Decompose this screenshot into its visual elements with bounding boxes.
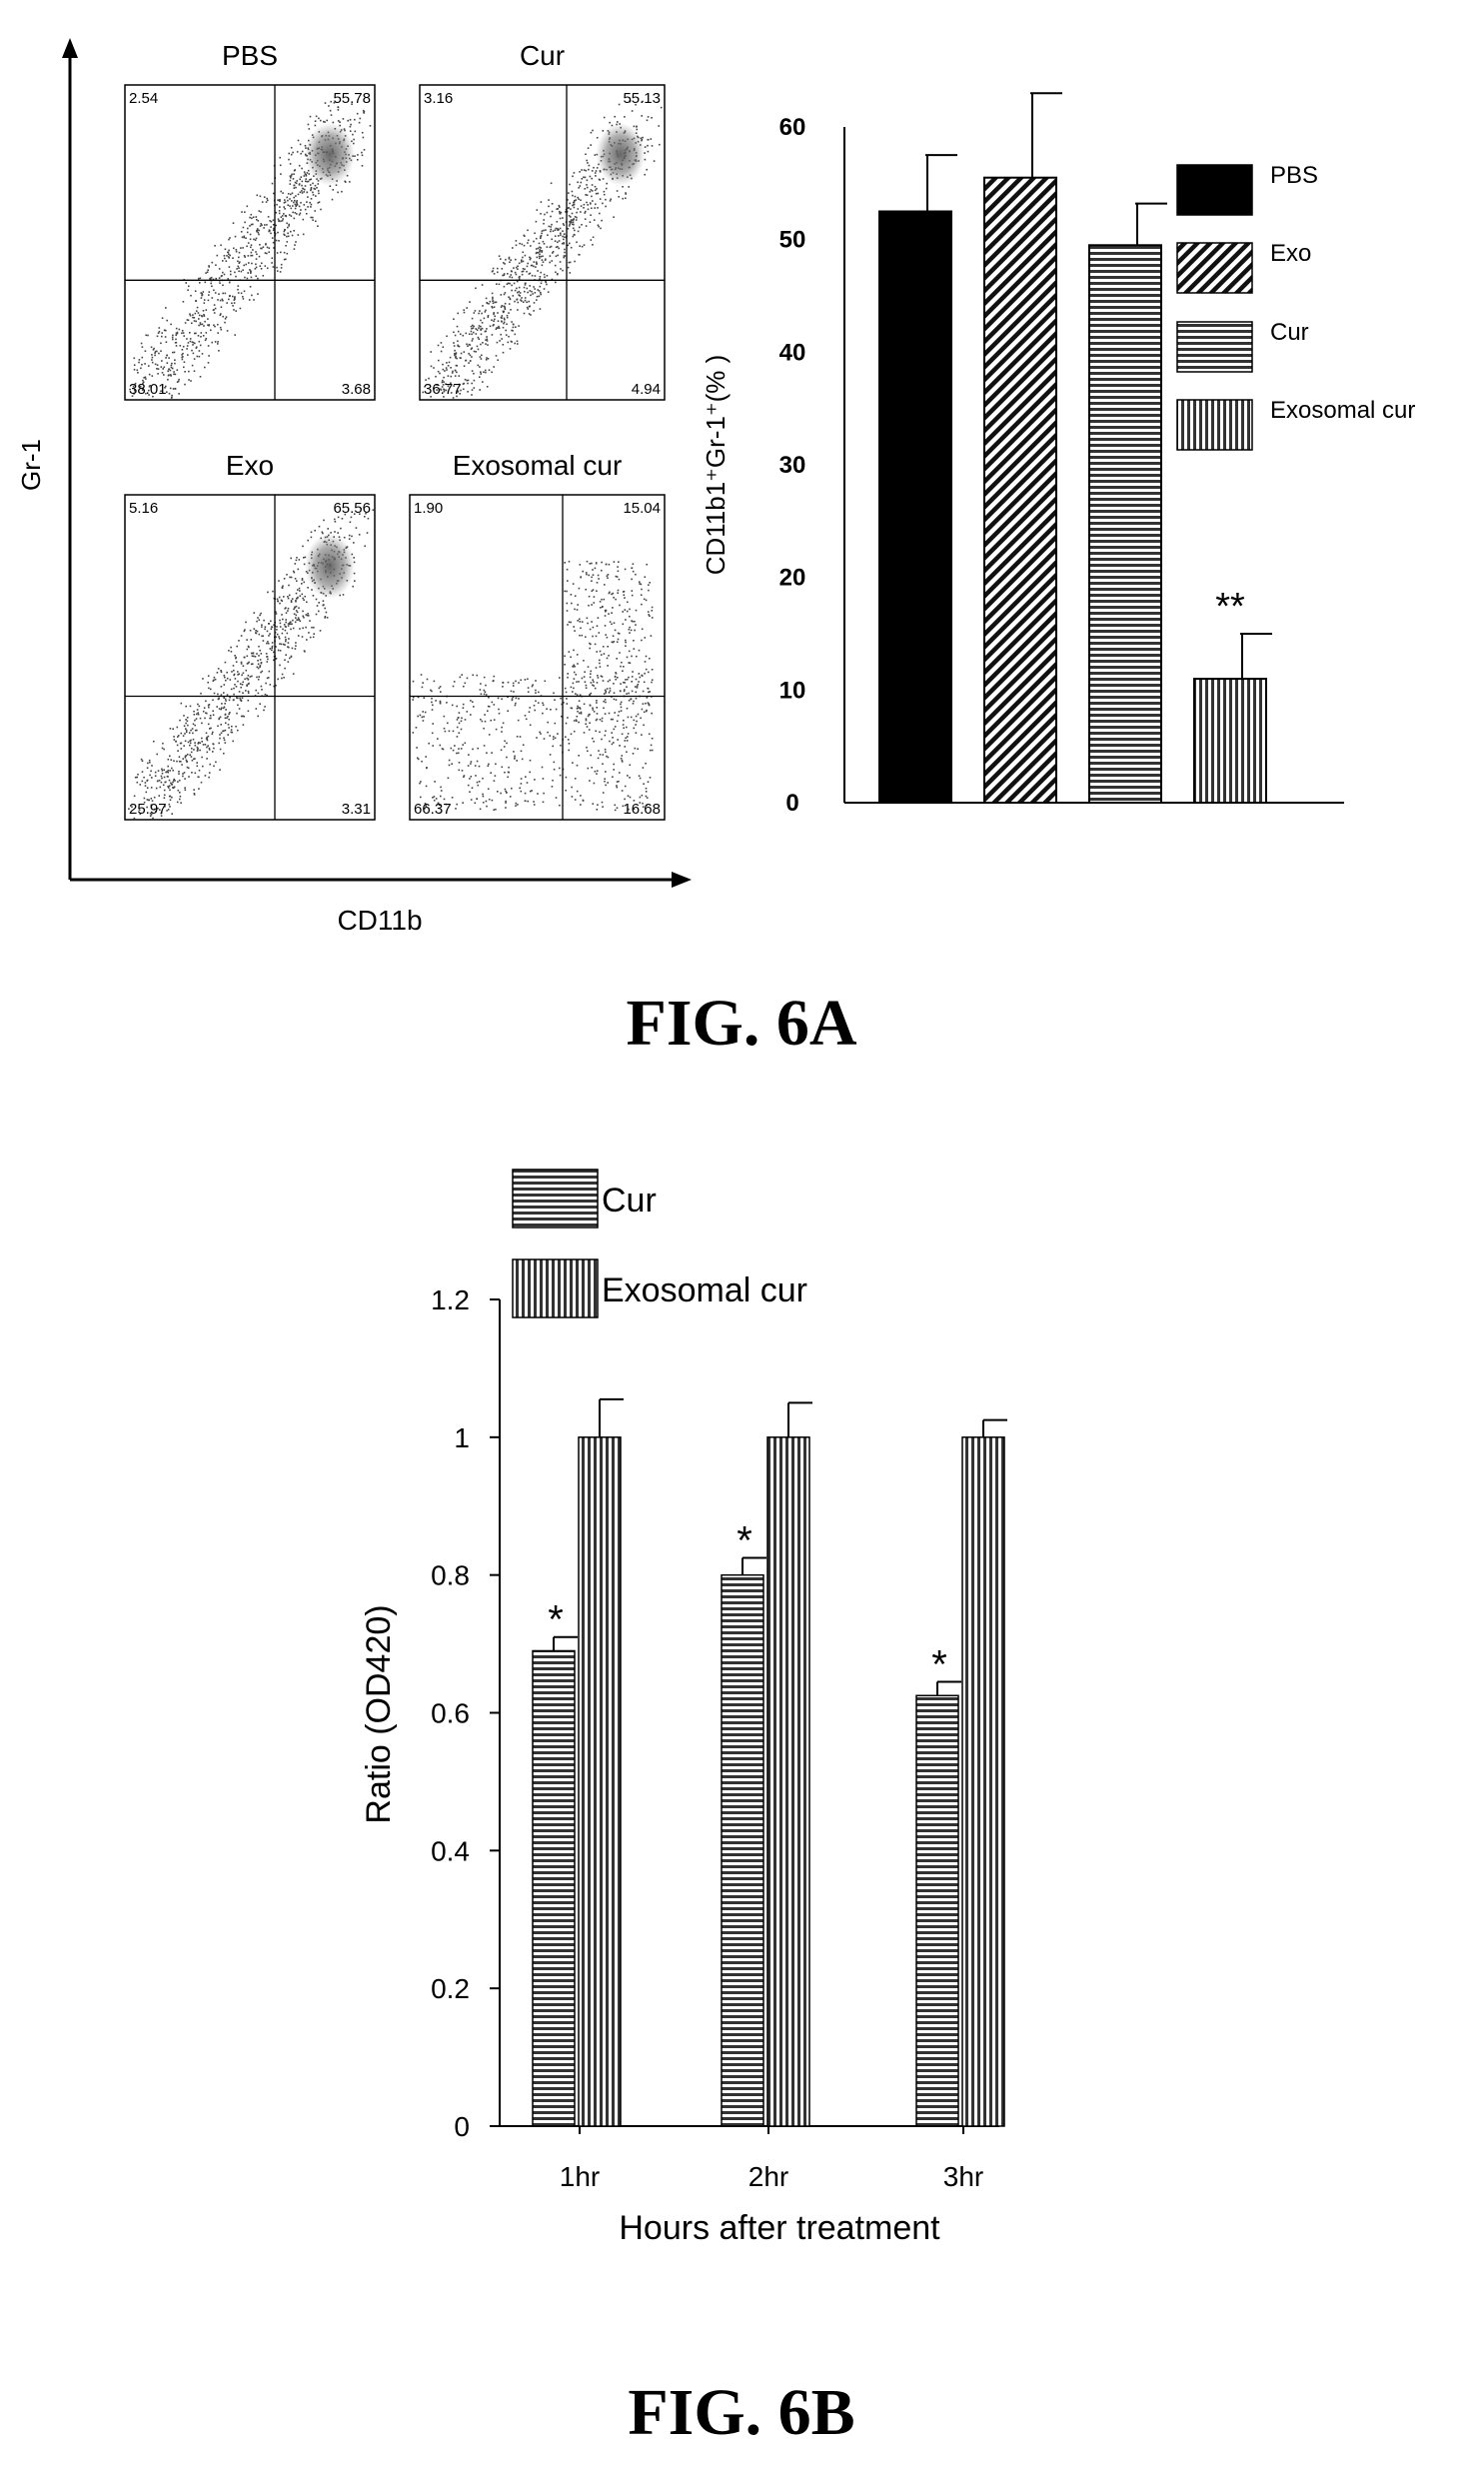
figure-caption-6b: FIG. 6B (628, 2376, 854, 2449)
chart-b-y-tick-label: 1 (454, 1422, 470, 1453)
chart-a-legend-label-pbs: PBS (1270, 162, 1318, 189)
flow-quadrant-lower-left-value: 66.37 (414, 801, 452, 818)
bar-chart-od420-ratio: 0 0.2 0.4 0.6 0.8 1 1.2 Ratio (OD420) Hours afte… (360, 1169, 1007, 2247)
chart-a-y-tick-label: 30 (779, 452, 806, 479)
chart-a-legend-swatch-pbs (1176, 164, 1253, 216)
chart-a-legend-swatch-exo (1176, 242, 1253, 294)
flow-plot-exo: Exo 5.16 65.56 25.97 3.31 (124, 450, 376, 821)
chart-a-y-tick-label: 50 (779, 227, 806, 254)
chart-b-significance-cur: * (548, 1598, 564, 1642)
flow-quadrant-upper-left-value: 3.16 (424, 90, 453, 107)
chart-a-legend-swatch-cur (1176, 321, 1253, 373)
chart-a-legend-swatch-exosomal-cur (1176, 399, 1253, 451)
chart-b-x-tick-label: 3hr (943, 2161, 983, 2192)
chart-b-bar-exosomal-cur (578, 1436, 622, 2127)
chart-a-y-axis-label: CD11b1⁺Gr-1⁺(% ) (701, 355, 731, 576)
flow-quadrant-upper-right-value: 55.13 (623, 90, 661, 107)
chart-b-legend-swatch-exosomal-cur (512, 1258, 599, 1318)
flow-y-axis-arrow (62, 38, 78, 58)
flow-plot-dot-cloud (128, 509, 375, 820)
chart-a-legend-label-exo: Exo (1270, 240, 1311, 267)
flow-plots: PBS 2.54 55.78 38.01 3.68 Cur 3.16 55.13 36.77 4.… (124, 40, 666, 821)
flow-quadrant-upper-right-value: 65.56 (333, 500, 371, 517)
flow-quadrant-lower-left-value: 25.97 (129, 801, 167, 818)
flow-plot-dense-core (305, 534, 355, 599)
flow-plot-dot-cloud (129, 100, 372, 399)
flow-quadrant-upper-right-value: 55.78 (333, 90, 371, 107)
flow-x-axis-label: CD11b (337, 905, 422, 936)
flow-plot-dot-cloud (422, 100, 663, 399)
chart-b-y-tick-label: 1.2 (431, 1284, 470, 1315)
chart-b-legend-swatch-cur (512, 1169, 599, 1229)
flow-plot-frame (409, 494, 666, 821)
chart-b-x-tick-label: 1hr (560, 2161, 600, 2192)
chart-b-bar-cur (915, 1694, 959, 2127)
flow-plot-cur: Cur 3.16 55.13 36.77 4.94 (419, 40, 666, 401)
chart-b-y-tick-label: 0.4 (431, 1835, 470, 1866)
chart-b-bar-exosomal-cur (961, 1436, 1005, 2127)
chart-a-y-tick-label: 0 (785, 790, 798, 817)
flow-plot-exosomal-cur: Exosomal cur 1.90 15.04 66.37 16.68 (409, 450, 666, 821)
flow-quadrant-upper-left-value: 5.16 (129, 500, 158, 517)
chart-b-y-tick-label: 0 (454, 2111, 470, 2142)
chart-b-bar-exosomal-cur (766, 1436, 810, 2127)
chart-a-y-tick-label: 40 (779, 339, 806, 366)
flow-plot-title: Cur (520, 40, 565, 71)
chart-b-x-axis-label: Hours after treatment (619, 2209, 940, 2247)
chart-a-bar-pbs (878, 210, 952, 804)
flow-y-axis-label: Gr-1 (16, 439, 46, 491)
flow-plot-pbs: PBS 2.54 55.78 38.01 3.68 (124, 40, 376, 401)
chart-b-legend-label-exosomal-cur: Exosomal cur (602, 1271, 807, 1309)
chart-b-bar-cur (721, 1573, 764, 2127)
chart-b-y-tick-label: 0.8 (431, 1560, 470, 1591)
chart-a-bar-cur (1088, 244, 1162, 805)
flow-plot-dense-core (596, 122, 646, 186)
flow-x-axis-arrow (672, 872, 692, 888)
chart-b-x-tick-label: 2hr (748, 2161, 788, 2192)
flow-plot-title: Exosomal cur (453, 450, 623, 481)
flow-plot-title: PBS (222, 40, 278, 71)
figure-caption-6a: FIG. 6A (627, 987, 857, 1060)
flow-quadrant-lower-right-value: 4.94 (632, 381, 661, 398)
flow-quadrant-lower-right-value: 3.31 (342, 801, 371, 818)
chart-a-y-tick-label: 10 (779, 677, 806, 704)
flow-cytometry-panel: Gr-1 CD11b PBS 2.54 55.78 38.01 3.68 Cur 3.16 5… (16, 38, 692, 936)
flow-quadrant-lower-left-value: 36.77 (424, 381, 462, 398)
flow-quadrant-lower-right-value: 16.68 (623, 801, 661, 818)
flow-quadrant-upper-left-value: 2.54 (129, 90, 158, 107)
chart-b-y-axis-label: Ratio (OD420) (360, 1604, 398, 1823)
chart-b-bar-cur (532, 1649, 576, 2127)
chart-a-legend-label-exosomal-cur: Exosomal cur (1270, 397, 1415, 424)
flow-quadrant-upper-right-value: 15.04 (623, 500, 661, 517)
chart-b-significance-cur: * (931, 1642, 947, 1686)
flow-plot-title: Exo (226, 450, 274, 481)
flow-quadrant-upper-left-value: 1.90 (414, 500, 443, 517)
chart-a-significance-exosomal-cur: ** (1215, 586, 1245, 628)
chart-a-bar-exosomal-cur (1193, 678, 1267, 804)
chart-b-y-tick-label: 0.2 (431, 1973, 470, 2004)
flow-quadrant-lower-left-value: 38.01 (129, 381, 167, 398)
flow-plot-dot-cloud (412, 560, 654, 812)
chart-b-y-tick-label: 0.6 (431, 1698, 470, 1729)
flow-quadrant-lower-right-value: 3.68 (342, 381, 371, 398)
chart-a-y-tick-label: 60 (779, 114, 806, 141)
flow-plot-dense-core (305, 122, 355, 186)
chart-a-y-tick-label: 20 (779, 565, 806, 592)
chart-b-legend-label-cur: Cur (602, 1182, 657, 1220)
chart-b-significance-cur: * (737, 1518, 752, 1562)
chart-a-bar-exo (983, 176, 1057, 804)
bar-chart-cd11b-gr1: 0 10 20 30 40 50 60 CD11b1⁺Gr-1⁺(% ) ** PBS Exo Cur… (701, 92, 1415, 817)
chart-a-legend-label-cur: Cur (1270, 319, 1309, 346)
